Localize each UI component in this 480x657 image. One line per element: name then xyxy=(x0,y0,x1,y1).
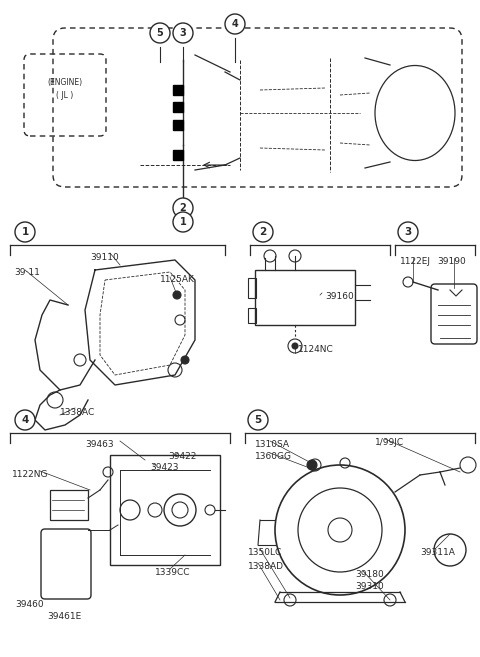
Text: 3: 3 xyxy=(404,227,412,237)
Text: 1310SA: 1310SA xyxy=(255,440,290,449)
Text: 1122EJ: 1122EJ xyxy=(400,257,431,266)
Circle shape xyxy=(181,356,189,364)
Bar xyxy=(50,490,88,520)
Text: 39180: 39180 xyxy=(355,570,384,579)
Text: 4: 4 xyxy=(21,415,29,425)
Text: 1: 1 xyxy=(180,217,186,227)
Text: 4: 4 xyxy=(232,19,239,29)
Circle shape xyxy=(15,222,35,242)
Text: 1: 1 xyxy=(22,227,29,237)
Bar xyxy=(173,150,183,160)
Text: 39461E: 39461E xyxy=(47,612,81,621)
Text: 1360GG: 1360GG xyxy=(255,452,292,461)
Text: 39422: 39422 xyxy=(168,452,196,461)
Text: 1125AK: 1125AK xyxy=(160,275,195,284)
Circle shape xyxy=(253,222,273,242)
Text: 5: 5 xyxy=(156,28,163,38)
Text: 39460: 39460 xyxy=(15,600,44,609)
Text: 39311A: 39311A xyxy=(420,548,455,557)
Circle shape xyxy=(173,23,193,43)
Text: 1339CC: 1339CC xyxy=(155,568,191,577)
Circle shape xyxy=(15,410,35,430)
Bar xyxy=(248,278,256,298)
Text: 1/99JC: 1/99JC xyxy=(375,438,404,447)
Text: 2: 2 xyxy=(259,227,266,237)
Circle shape xyxy=(173,198,193,218)
Circle shape xyxy=(173,212,193,232)
Circle shape xyxy=(225,14,245,34)
Circle shape xyxy=(150,23,170,43)
Text: 1350LC: 1350LC xyxy=(248,548,282,557)
Text: 2: 2 xyxy=(180,203,186,213)
Text: 39423: 39423 xyxy=(150,463,179,472)
Text: 1338AC: 1338AC xyxy=(60,408,95,417)
Text: (ENGINE): (ENGINE) xyxy=(48,78,83,87)
Text: 39110: 39110 xyxy=(91,253,120,262)
Text: 39·11: 39·11 xyxy=(14,268,40,277)
Bar xyxy=(173,85,183,95)
Text: 1122NG: 1122NG xyxy=(12,470,48,479)
Circle shape xyxy=(292,343,298,349)
Text: 5: 5 xyxy=(254,415,262,425)
Bar xyxy=(173,120,183,130)
Text: 39310: 39310 xyxy=(355,582,384,591)
Circle shape xyxy=(398,222,418,242)
Circle shape xyxy=(307,460,317,470)
Text: 1338AD: 1338AD xyxy=(248,562,284,571)
Bar xyxy=(248,308,256,323)
Text: 39160: 39160 xyxy=(325,292,354,301)
Text: ( JL ): ( JL ) xyxy=(56,91,73,99)
Bar xyxy=(110,455,220,565)
Text: 1124NC: 1124NC xyxy=(298,345,334,354)
Text: 39463: 39463 xyxy=(86,440,114,449)
Bar xyxy=(255,270,355,325)
Text: 3: 3 xyxy=(180,28,186,38)
Bar xyxy=(173,102,183,112)
Circle shape xyxy=(248,410,268,430)
Circle shape xyxy=(173,291,181,299)
Text: 39190: 39190 xyxy=(437,257,466,266)
